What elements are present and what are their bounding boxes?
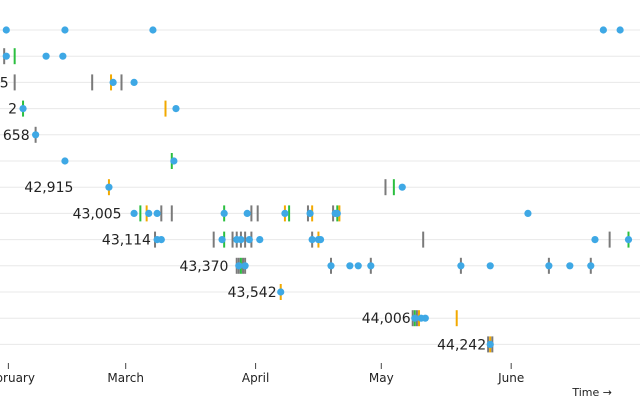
event-dot xyxy=(317,236,324,243)
event-dot xyxy=(221,210,228,217)
event-dot xyxy=(355,262,362,269)
x-tick-label: June xyxy=(497,371,524,385)
x-axis: February March April May June xyxy=(0,363,524,385)
event-dot xyxy=(306,210,313,217)
event-dot xyxy=(587,262,594,269)
event-dot xyxy=(61,157,68,164)
event-dot xyxy=(625,236,632,243)
event-dot xyxy=(145,210,152,217)
event-dot xyxy=(566,262,573,269)
row-label: ,005 xyxy=(0,75,9,91)
row-label: 42,915 xyxy=(24,180,73,196)
event-dot xyxy=(281,210,288,217)
event-dot xyxy=(327,262,334,269)
event-dot xyxy=(277,288,284,295)
event-dot xyxy=(367,262,374,269)
x-axis-title: Time → xyxy=(571,386,612,399)
event-dot xyxy=(399,184,406,191)
event-ticks xyxy=(4,48,628,352)
row-label: 43,005 xyxy=(73,206,122,222)
gridlines xyxy=(0,30,640,344)
event-dot xyxy=(59,53,66,60)
event-dot xyxy=(600,26,607,33)
event-dot xyxy=(130,210,137,217)
event-dot xyxy=(19,105,26,112)
row-label: 658 xyxy=(3,128,30,144)
event-dot xyxy=(61,26,68,33)
event-dot xyxy=(172,105,179,112)
x-tick-label: March xyxy=(107,371,144,385)
event-dot xyxy=(457,262,464,269)
event-dot xyxy=(246,236,253,243)
event-dot xyxy=(170,157,177,164)
event-dot xyxy=(32,131,39,138)
event-dot xyxy=(130,79,137,86)
event-dot xyxy=(411,315,418,322)
row-label: 43,370 xyxy=(179,259,228,275)
row-label: 43,114 xyxy=(102,233,151,249)
event-dot xyxy=(237,236,244,243)
event-dot xyxy=(244,210,251,217)
x-tick-label: February xyxy=(0,371,35,385)
row-label: 43,542 xyxy=(228,285,277,301)
event-dot xyxy=(105,184,112,191)
event-dot xyxy=(545,262,552,269)
event-dot xyxy=(235,262,242,269)
event-dot xyxy=(309,236,316,243)
event-dot xyxy=(3,26,10,33)
event-dot xyxy=(256,236,263,243)
x-tick-label: May xyxy=(369,371,394,385)
row-label: 44,006 xyxy=(362,311,411,327)
row-label: 44,242 xyxy=(437,337,486,353)
event-dot xyxy=(487,262,494,269)
event-dot xyxy=(334,210,341,217)
event-dot xyxy=(242,262,249,269)
row-label: 2 xyxy=(8,102,17,118)
event-dot xyxy=(154,210,161,217)
x-tick-label: April xyxy=(242,371,269,385)
event-dot xyxy=(422,315,429,322)
event-dot xyxy=(42,53,49,60)
event-dot xyxy=(3,53,10,60)
event-dot xyxy=(110,79,117,86)
event-dot xyxy=(617,26,624,33)
event-dot xyxy=(218,236,225,243)
event-dot xyxy=(158,236,165,243)
event-dot xyxy=(149,26,156,33)
event-dot xyxy=(524,210,531,217)
event-dot xyxy=(591,236,598,243)
event-dot xyxy=(346,262,353,269)
event-dot xyxy=(487,341,494,348)
